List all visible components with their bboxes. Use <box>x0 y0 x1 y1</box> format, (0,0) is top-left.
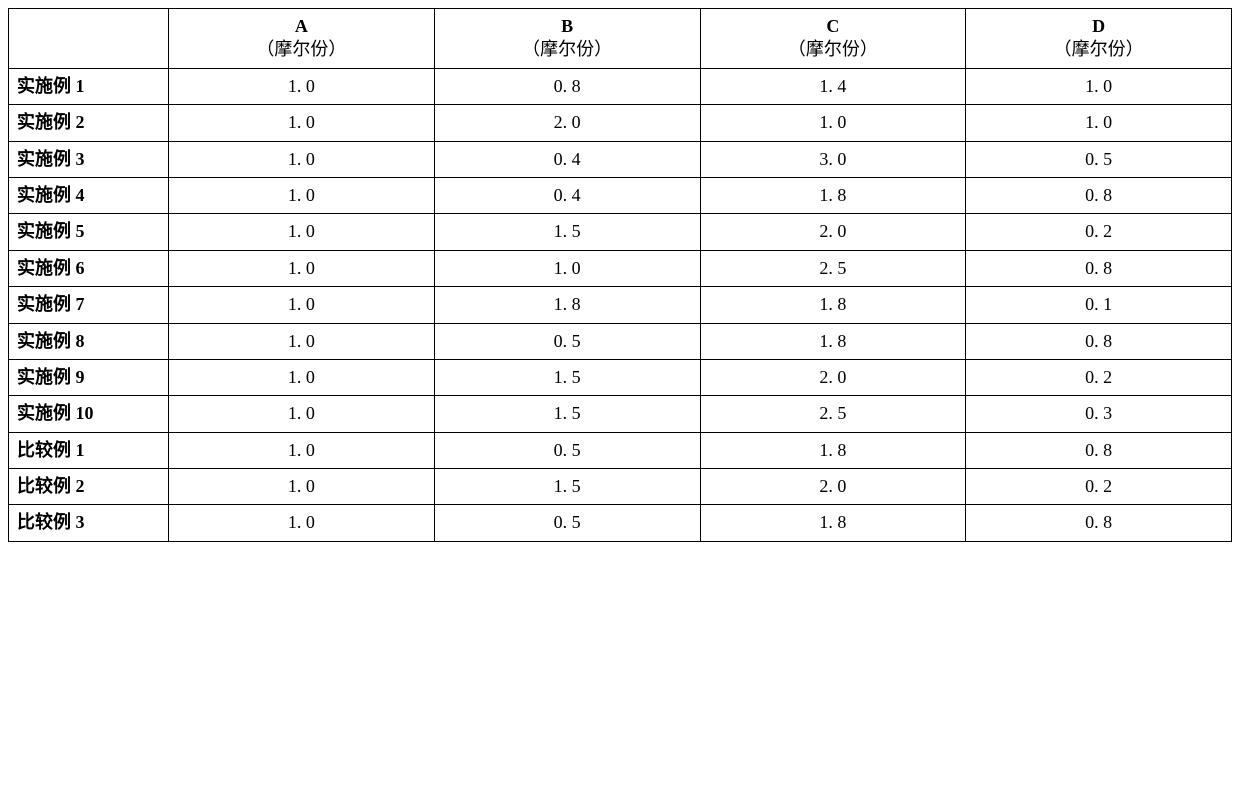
header-col-c: C （摩尔份） <box>700 9 966 69</box>
row-label: 实施例 4 <box>9 177 169 213</box>
table-row: 实施例 3 1. 0 0. 4 3. 0 0. 5 <box>9 141 1232 177</box>
cell-d: 0. 8 <box>966 505 1232 541</box>
row-label: 实施例 5 <box>9 214 169 250</box>
cell-a: 1. 0 <box>169 177 435 213</box>
table-row: 实施例 1 1. 0 0. 8 1. 4 1. 0 <box>9 68 1232 104</box>
row-label: 实施例 3 <box>9 141 169 177</box>
table-row: 实施例 5 1. 0 1. 5 2. 0 0. 2 <box>9 214 1232 250</box>
cell-d: 0. 2 <box>966 214 1232 250</box>
cell-b: 1. 8 <box>434 287 700 323</box>
table-row: 实施例 9 1. 0 1. 5 2. 0 0. 2 <box>9 359 1232 395</box>
cell-b: 0. 5 <box>434 505 700 541</box>
col-unit: （摩尔份） <box>177 38 426 61</box>
row-label: 比较例 1 <box>9 432 169 468</box>
cell-a: 1. 0 <box>169 432 435 468</box>
table-row: 实施例 4 1. 0 0. 4 1. 8 0. 8 <box>9 177 1232 213</box>
cell-c: 2. 0 <box>700 214 966 250</box>
table-row: 比较例 3 1. 0 0. 5 1. 8 0. 8 <box>9 505 1232 541</box>
table-row: 实施例 2 1. 0 2. 0 1. 0 1. 0 <box>9 105 1232 141</box>
cell-b: 1. 5 <box>434 359 700 395</box>
col-letter: B <box>443 15 692 38</box>
cell-c: 3. 0 <box>700 141 966 177</box>
row-label: 实施例 1 <box>9 68 169 104</box>
row-label: 实施例 6 <box>9 250 169 286</box>
header-col-b: B （摩尔份） <box>434 9 700 69</box>
col-letter: C <box>709 15 958 38</box>
cell-d: 0. 1 <box>966 287 1232 323</box>
cell-a: 1. 0 <box>169 214 435 250</box>
col-letter: D <box>974 15 1223 38</box>
table-row: 比较例 2 1. 0 1. 5 2. 0 0. 2 <box>9 469 1232 505</box>
molar-ratio-table: A （摩尔份） B （摩尔份） C （摩尔份） D （摩尔份） 实施例 1 1.… <box>8 8 1232 542</box>
cell-a: 1. 0 <box>169 359 435 395</box>
row-label: 比较例 2 <box>9 469 169 505</box>
table-row: 实施例 6 1. 0 1. 0 2. 5 0. 8 <box>9 250 1232 286</box>
cell-b: 0. 4 <box>434 177 700 213</box>
cell-d: 0. 8 <box>966 432 1232 468</box>
col-unit: （摩尔份） <box>709 38 958 61</box>
table-row: 实施例 7 1. 0 1. 8 1. 8 0. 1 <box>9 287 1232 323</box>
cell-b: 0. 4 <box>434 141 700 177</box>
cell-b: 1. 5 <box>434 396 700 432</box>
row-label: 实施例 10 <box>9 396 169 432</box>
cell-a: 1. 0 <box>169 469 435 505</box>
cell-c: 1. 8 <box>700 323 966 359</box>
cell-b: 0. 8 <box>434 68 700 104</box>
row-label: 实施例 7 <box>9 287 169 323</box>
cell-b: 1. 5 <box>434 214 700 250</box>
cell-d: 0. 5 <box>966 141 1232 177</box>
cell-a: 1. 0 <box>169 505 435 541</box>
row-label: 实施例 9 <box>9 359 169 395</box>
cell-d: 1. 0 <box>966 105 1232 141</box>
table-row: 实施例 10 1. 0 1. 5 2. 5 0. 3 <box>9 396 1232 432</box>
table-row: 实施例 8 1. 0 0. 5 1. 8 0. 8 <box>9 323 1232 359</box>
cell-c: 2. 0 <box>700 469 966 505</box>
cell-c: 1. 8 <box>700 177 966 213</box>
row-label: 实施例 8 <box>9 323 169 359</box>
cell-d: 0. 8 <box>966 250 1232 286</box>
cell-b: 0. 5 <box>434 432 700 468</box>
col-unit: （摩尔份） <box>974 38 1223 61</box>
cell-a: 1. 0 <box>169 68 435 104</box>
cell-b: 1. 0 <box>434 250 700 286</box>
row-label: 实施例 2 <box>9 105 169 141</box>
cell-d: 0. 2 <box>966 469 1232 505</box>
header-col-a: A （摩尔份） <box>169 9 435 69</box>
header-blank <box>9 9 169 69</box>
cell-a: 1. 0 <box>169 396 435 432</box>
cell-d: 1. 0 <box>966 68 1232 104</box>
cell-d: 0. 3 <box>966 396 1232 432</box>
cell-c: 1. 8 <box>700 432 966 468</box>
cell-a: 1. 0 <box>169 105 435 141</box>
cell-c: 2. 0 <box>700 359 966 395</box>
cell-a: 1. 0 <box>169 141 435 177</box>
cell-c: 1. 4 <box>700 68 966 104</box>
cell-a: 1. 0 <box>169 287 435 323</box>
cell-c: 2. 5 <box>700 250 966 286</box>
cell-d: 0. 8 <box>966 323 1232 359</box>
cell-a: 1. 0 <box>169 323 435 359</box>
header-col-d: D （摩尔份） <box>966 9 1232 69</box>
table-body: 实施例 1 1. 0 0. 8 1. 4 1. 0 实施例 2 1. 0 2. … <box>9 68 1232 541</box>
cell-b: 1. 5 <box>434 469 700 505</box>
row-label: 比较例 3 <box>9 505 169 541</box>
cell-c: 1. 8 <box>700 505 966 541</box>
cell-c: 1. 8 <box>700 287 966 323</box>
cell-a: 1. 0 <box>169 250 435 286</box>
col-unit: （摩尔份） <box>443 38 692 61</box>
cell-d: 0. 2 <box>966 359 1232 395</box>
col-letter: A <box>177 15 426 38</box>
header-row: A （摩尔份） B （摩尔份） C （摩尔份） D （摩尔份） <box>9 9 1232 69</box>
cell-b: 0. 5 <box>434 323 700 359</box>
cell-b: 2. 0 <box>434 105 700 141</box>
cell-c: 2. 5 <box>700 396 966 432</box>
table-row: 比较例 1 1. 0 0. 5 1. 8 0. 8 <box>9 432 1232 468</box>
cell-c: 1. 0 <box>700 105 966 141</box>
cell-d: 0. 8 <box>966 177 1232 213</box>
